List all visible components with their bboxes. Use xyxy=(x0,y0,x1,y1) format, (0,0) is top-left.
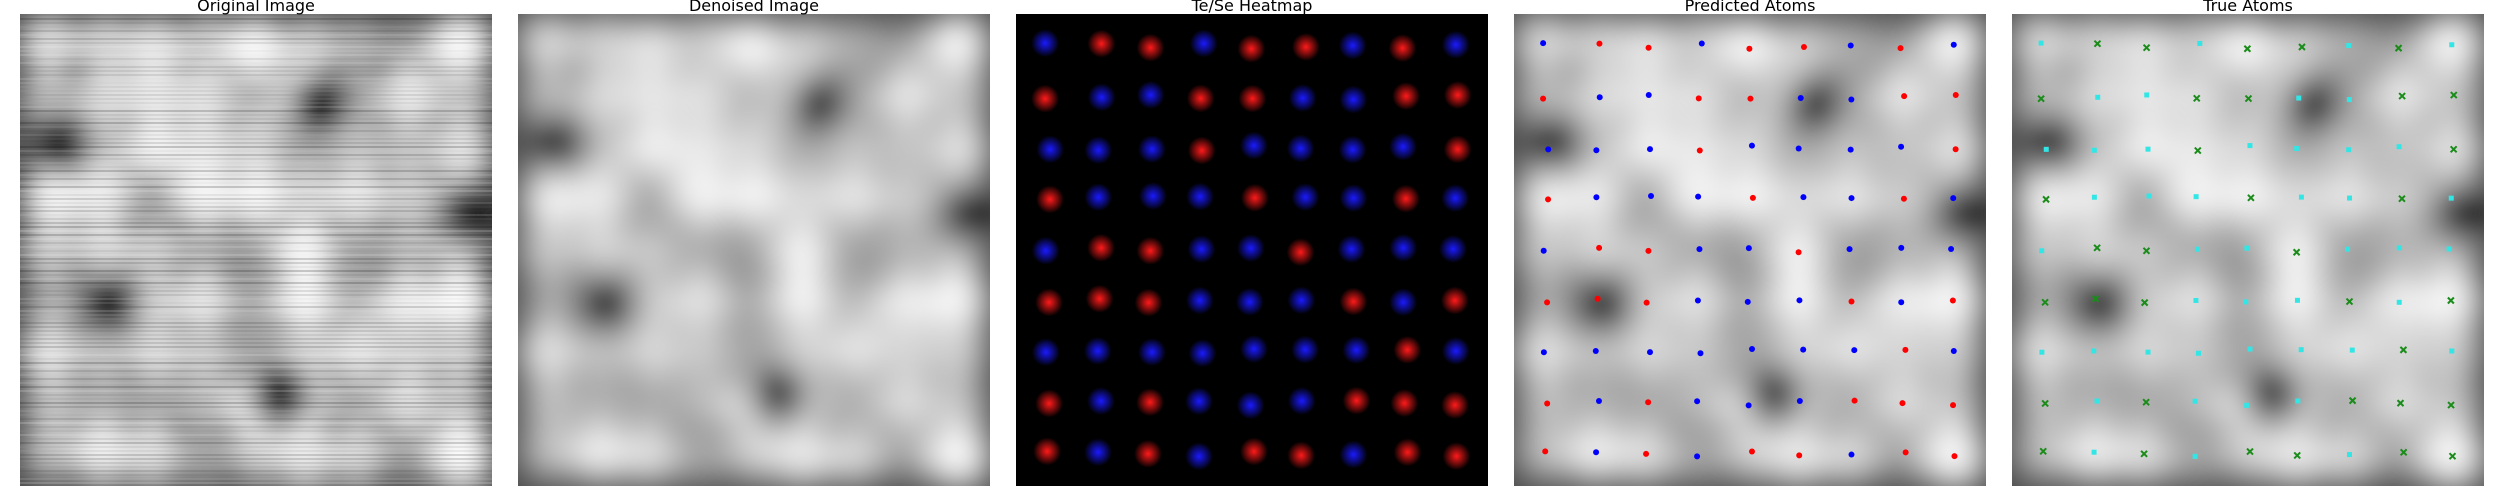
original-image-panel xyxy=(20,14,492,486)
te-se-heatmap-title: Te/Se Heatmap xyxy=(1016,0,1488,14)
true-atoms-title: True Atoms xyxy=(2012,0,2484,14)
denoised-image-panel xyxy=(518,14,990,486)
original-image-title: Original Image xyxy=(20,0,492,14)
denoised-image-title: Denoised Image xyxy=(518,0,990,14)
te-se-heatmap-panel xyxy=(1016,14,1488,486)
true-atoms-panel xyxy=(2012,14,2484,486)
predicted-atoms-panel xyxy=(1514,14,1986,486)
predicted-atoms-title: Predicted Atoms xyxy=(1514,0,1986,14)
